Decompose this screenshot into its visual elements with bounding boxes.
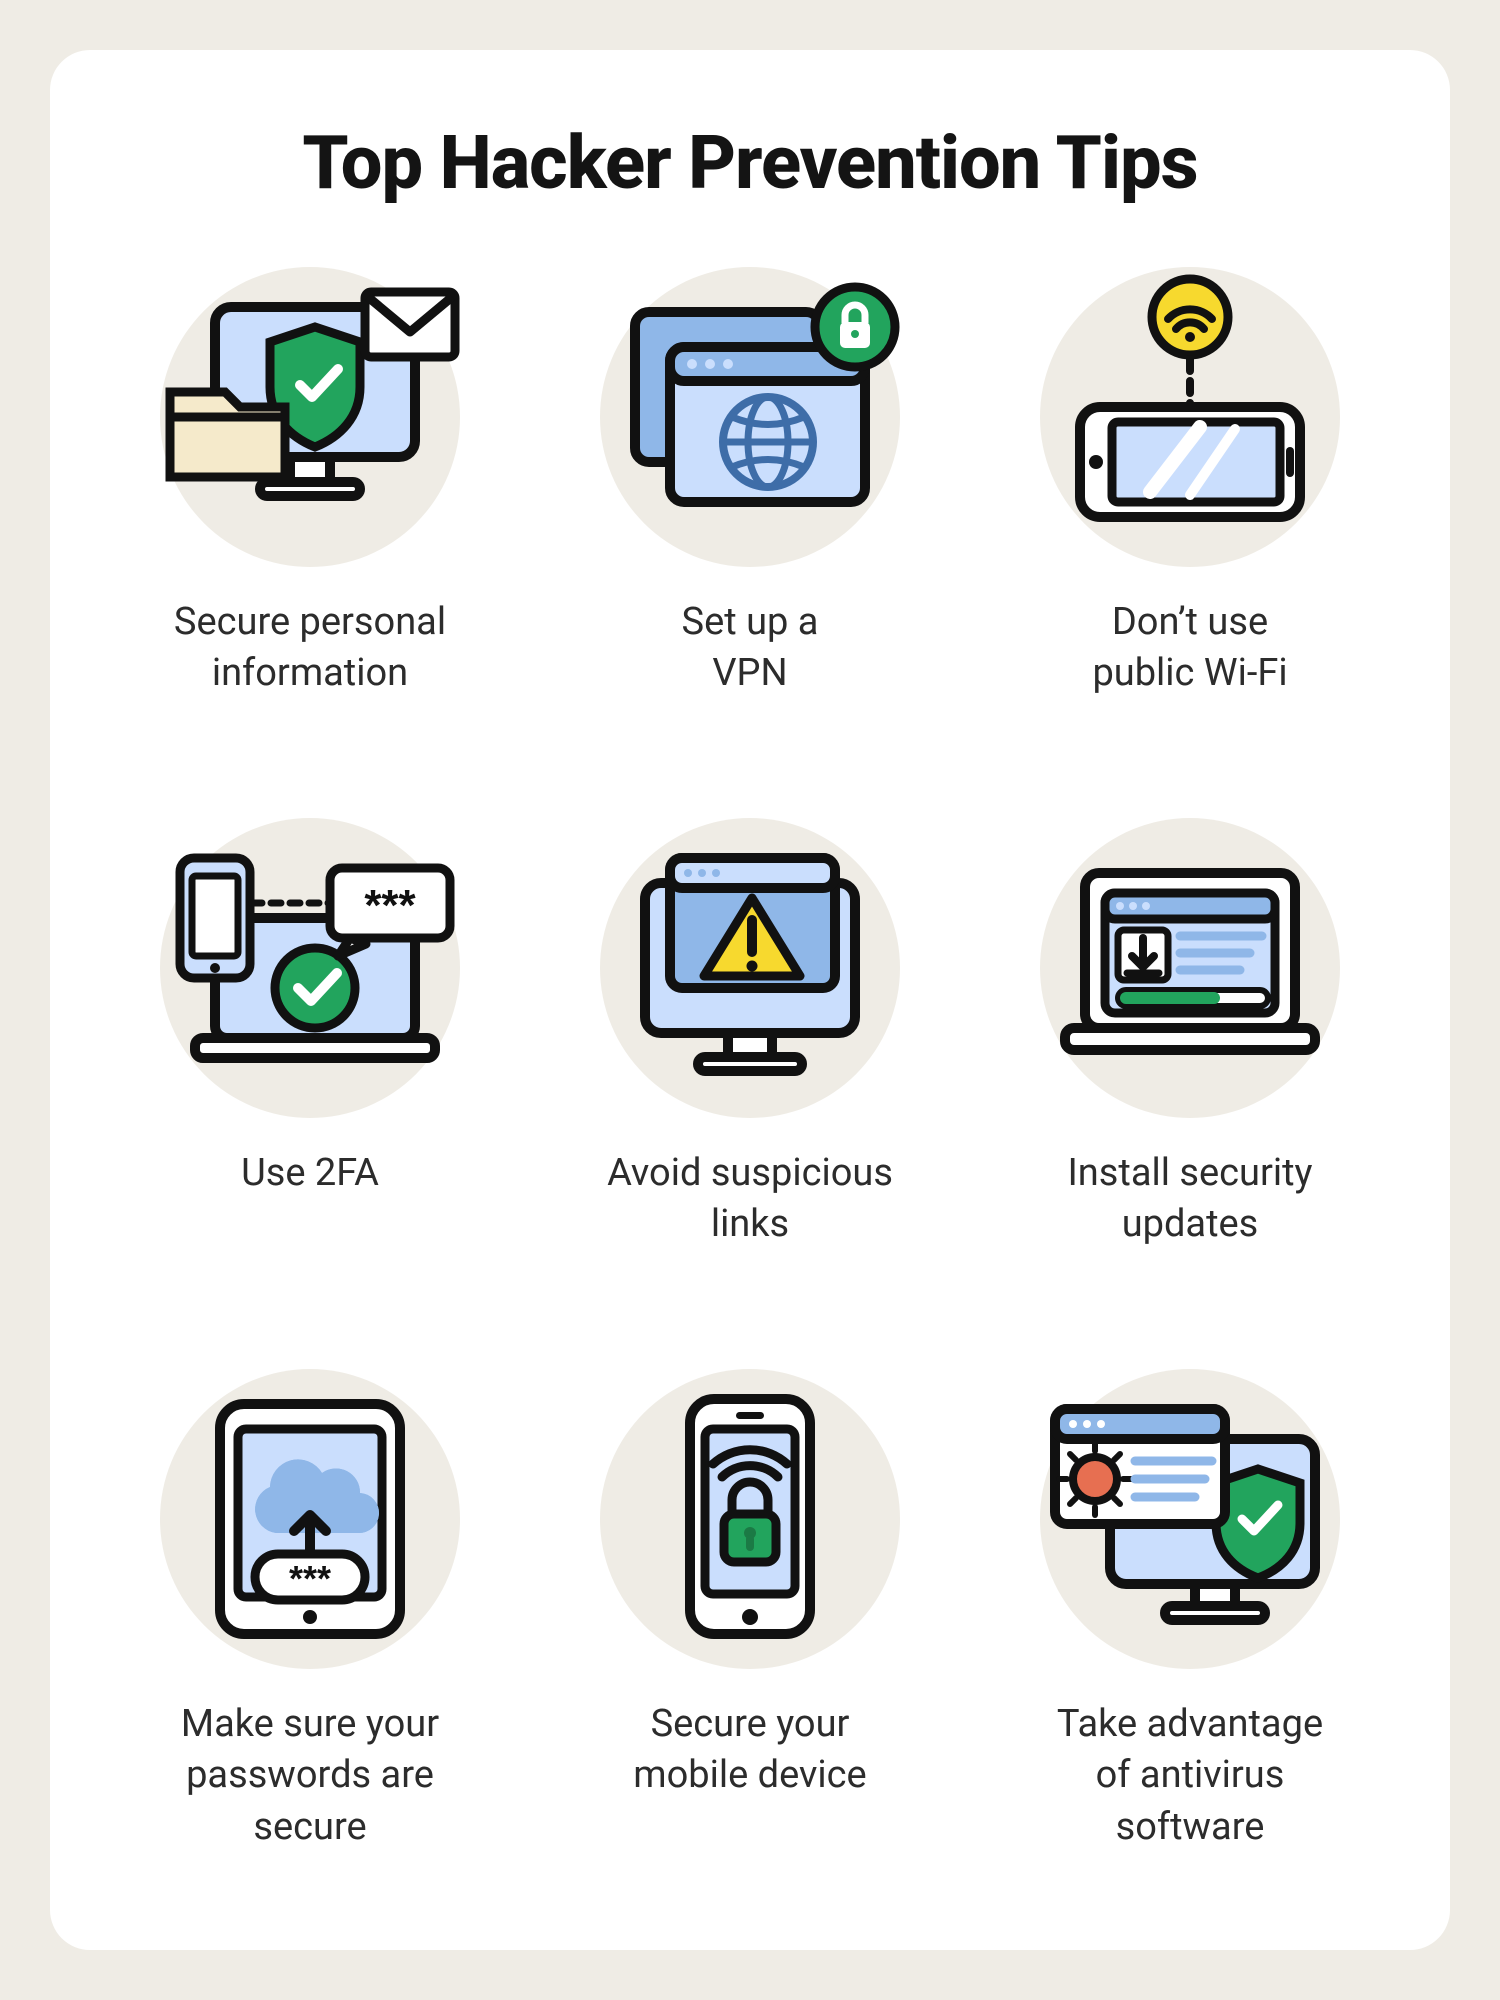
tip-antivirus: Take advantage of antivirus software [990,1369,1390,1890]
tip-caption: Install security updates [1067,1148,1312,1251]
tip-no-public-wifi: Don’t use public Wi-Fi [990,267,1390,788]
tip-setup-vpn: Set up a VPN [550,267,950,788]
tip-caption: Set up a VPN [682,597,819,700]
tip-caption: Secure your mobile device [633,1699,866,1802]
tip-secure-passwords: *** Make sure your passwords are secure [110,1369,510,1890]
tip-caption: Take advantage of antivirus software [1057,1699,1323,1853]
phone-lock-icon [600,1369,900,1669]
tip-caption: Use 2FA [241,1148,379,1199]
tip-install-updates: Install security updates [990,818,1390,1339]
tip-caption: Secure personal information [174,597,446,700]
cloud-password-icon: *** [160,1369,460,1669]
tip-caption: Don’t use public Wi-Fi [1092,597,1287,700]
tip-use-2fa: *** Use 2FA [110,818,510,1339]
tip-caption: Make sure your passwords are secure [181,1699,439,1853]
tip-secure-mobile: Secure your mobile device [550,1369,950,1890]
antivirus-icon [1040,1369,1340,1669]
tip-avoid-links: Avoid suspicious links [550,818,950,1339]
warning-monitor-icon [600,818,900,1118]
two-factor-icon: *** [160,818,460,1118]
wifi-phone-icon [1040,267,1340,567]
infographic-card: Top Hacker Prevention Tips [50,50,1450,1950]
tips-grid: Secure personal information [110,267,1390,1890]
svg-text:***: *** [289,1558,331,1599]
update-laptop-icon [1040,818,1340,1118]
tip-caption: Avoid suspicious links [607,1148,893,1251]
svg-text:***: *** [364,881,416,930]
vpn-icon [600,267,900,567]
tip-secure-personal-info: Secure personal information [110,267,510,788]
secure-info-icon [160,267,460,567]
page-title: Top Hacker Prevention Tips [110,120,1390,207]
